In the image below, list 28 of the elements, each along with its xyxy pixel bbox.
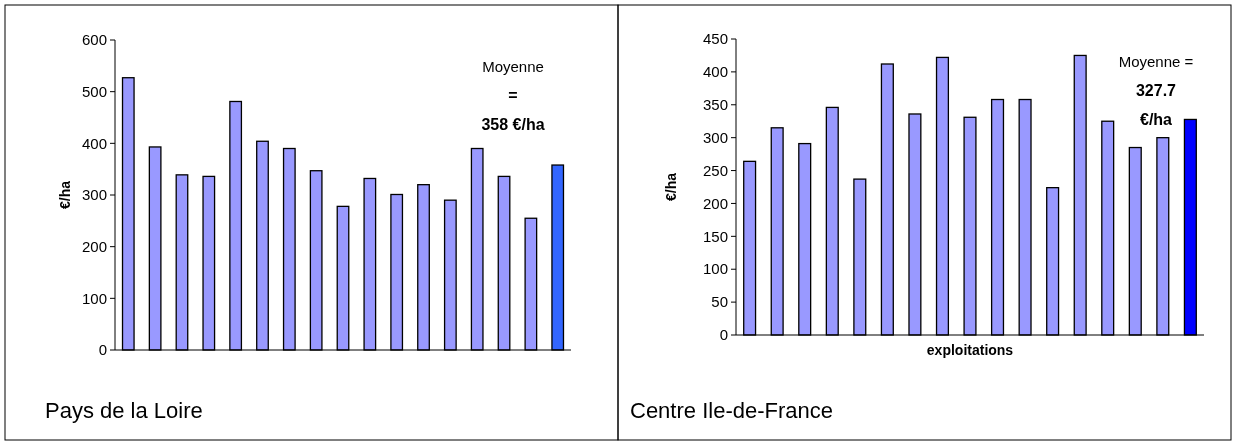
- y-axis-title: €/ha: [663, 172, 679, 202]
- y-tick-label: 350: [702, 96, 728, 114]
- y-tick-label: 200: [81, 237, 107, 255]
- y-tick-label: 300: [81, 186, 107, 204]
- y-tick-label: 0: [719, 326, 728, 344]
- y-tick-label: 100: [81, 289, 107, 307]
- y-tick-label: 400: [81, 134, 107, 152]
- y-tick-label: 300: [702, 128, 728, 146]
- y-tick-label: 50: [711, 293, 728, 311]
- y-tick-label: 100: [702, 260, 728, 278]
- y-tick-label: 0: [98, 341, 107, 359]
- y-tick-label: 400: [702, 63, 728, 81]
- annotation: Moyenne: [482, 58, 544, 75]
- x-axis-title: exploitations: [926, 342, 1014, 358]
- annotation: 358 €/ha: [481, 116, 545, 133]
- annotation: 327.7: [1135, 82, 1177, 99]
- annotation: Moyenne =: [1118, 53, 1194, 70]
- text: Pays de la Loire: [45, 398, 203, 423]
- annotation: =: [508, 87, 518, 104]
- annotation: €/ha: [1139, 111, 1173, 128]
- y-tick-label: 600: [81, 31, 107, 49]
- y-tick-label: 250: [702, 161, 728, 179]
- y-tick-label: 150: [702, 227, 728, 245]
- y-tick-label: 500: [81, 82, 107, 100]
- y-axis-title: €/ha: [57, 180, 73, 210]
- y-tick-label: 450: [702, 30, 728, 48]
- y-tick-label: 200: [702, 194, 728, 212]
- text: Centre Ile-de-France: [630, 398, 833, 423]
